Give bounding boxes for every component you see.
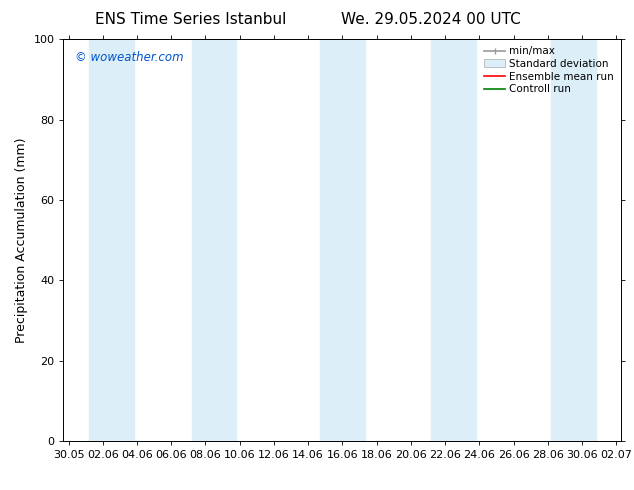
Bar (191, 39, 236, 441)
Bar (431, 39, 476, 441)
Bar (89, 39, 134, 441)
Text: We. 29.05.2024 00 UTC: We. 29.05.2024 00 UTC (341, 12, 521, 27)
Legend: min/max, Standard deviation, Ensemble mean run, Controll run: min/max, Standard deviation, Ensemble me… (482, 45, 616, 97)
Y-axis label: Precipitation Accumulation (mm): Precipitation Accumulation (mm) (15, 137, 28, 343)
Text: ENS Time Series Istanbul: ENS Time Series Istanbul (94, 12, 286, 27)
Bar (320, 39, 365, 441)
Text: © woweather.com: © woweather.com (75, 51, 183, 64)
Bar (551, 39, 596, 441)
